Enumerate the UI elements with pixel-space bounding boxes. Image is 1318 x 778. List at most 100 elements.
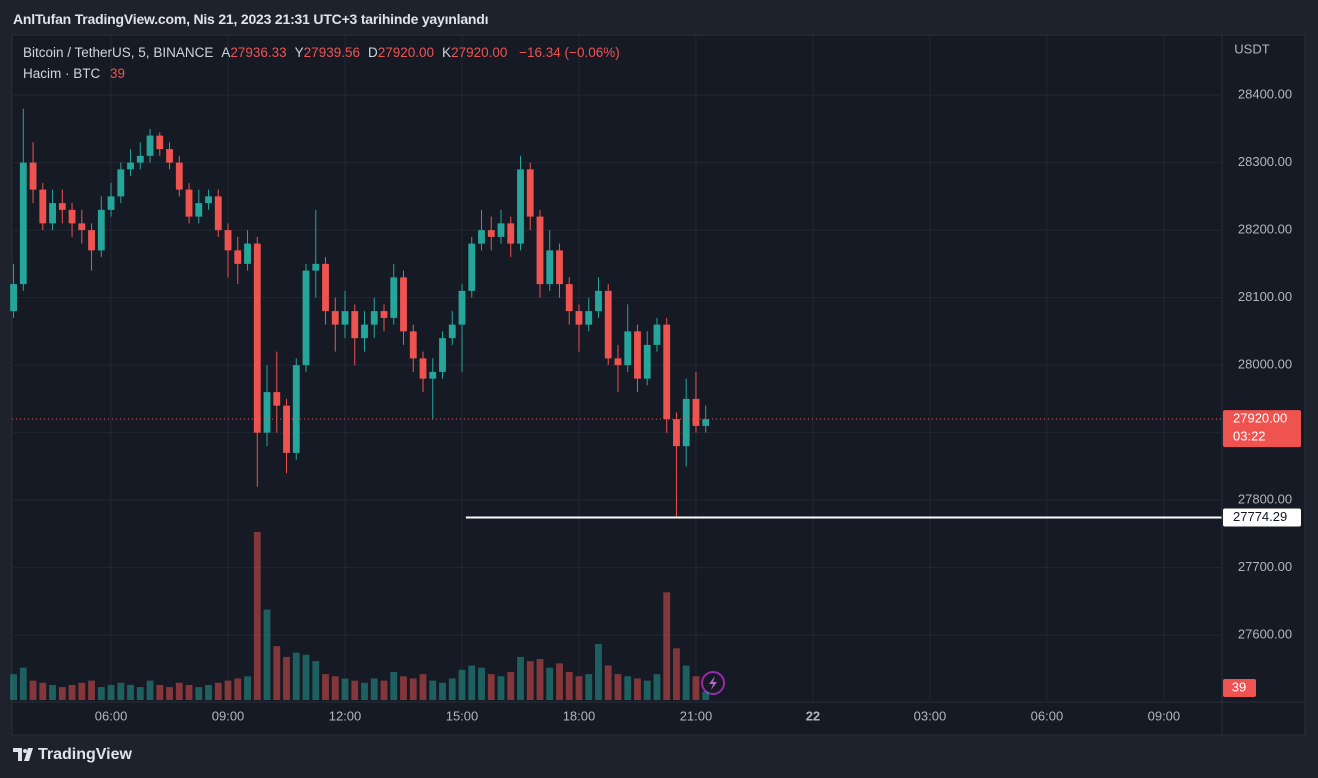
candle-body <box>448 324 456 339</box>
candle-body <box>117 169 125 197</box>
x-tick-label: 15:00 <box>446 708 479 723</box>
volume-bar <box>88 680 95 700</box>
candle-body <box>458 290 466 325</box>
candle-body <box>49 203 56 224</box>
candle-body <box>263 392 271 433</box>
volume-bar <box>283 656 290 700</box>
candle-body <box>585 311 593 325</box>
volume-bar <box>595 644 602 700</box>
brand: TradingView <box>38 746 132 763</box>
y-tick-label: 28300.00 <box>1238 154 1292 169</box>
volume-bar <box>448 678 456 700</box>
volume-bar <box>468 665 476 700</box>
candle-body <box>536 216 544 285</box>
volume-axis-label: 39 <box>1232 679 1246 694</box>
last-price-box <box>1223 410 1301 448</box>
volume-bar <box>419 674 427 700</box>
volume-bar <box>185 684 193 700</box>
candle-body <box>692 398 700 426</box>
volume-bar <box>507 672 515 700</box>
volume-bar <box>439 682 446 700</box>
volume-bar <box>400 676 407 700</box>
candle-body <box>604 290 612 359</box>
y-tick-label: 28100.00 <box>1238 289 1292 304</box>
volume-bar <box>497 676 505 700</box>
x-tick-label: 09:00 <box>212 708 245 723</box>
volume-bar <box>78 682 86 700</box>
volume-bar <box>634 678 641 700</box>
volume-bar <box>224 680 232 700</box>
candle-body <box>88 230 95 251</box>
candle-body <box>244 243 251 264</box>
volume-bar <box>682 665 690 700</box>
publish-info: AnlTufan TradingView.com, Nis 21, 2023 2… <box>13 11 489 27</box>
candle-body <box>370 311 378 325</box>
candle-body <box>136 155 144 163</box>
candle-body <box>19 162 27 285</box>
candle-body <box>634 331 641 379</box>
volume-bar <box>146 680 154 700</box>
candle-body <box>507 223 515 244</box>
x-tick-label: 06:00 <box>1031 708 1064 723</box>
volume-bar <box>478 667 485 700</box>
volume-bar <box>624 676 632 700</box>
volume-bar <box>107 684 115 700</box>
candle-body <box>253 243 261 433</box>
candle-body <box>546 250 554 285</box>
candle-body <box>234 250 242 264</box>
volume-bar <box>536 659 544 700</box>
y-tick-label: 28400.00 <box>1238 87 1292 102</box>
lightning-icon[interactable] <box>701 671 725 695</box>
volume-bar <box>341 678 349 700</box>
volume-bar <box>585 674 593 700</box>
candle-body <box>341 311 349 325</box>
candle-body <box>682 398 690 447</box>
y-tick-label: 27600.00 <box>1238 627 1292 642</box>
candle-body <box>517 169 524 244</box>
volume-bar <box>175 682 183 700</box>
candle-body <box>127 162 134 170</box>
volume-bar <box>653 674 661 700</box>
change: −16.34 (−0.06%) <box>519 45 620 60</box>
x-tick-label: 03:00 <box>914 708 947 723</box>
x-tick-label: 09:00 <box>1148 708 1181 723</box>
volume-bar <box>117 682 125 700</box>
y-tick-label: 28200.00 <box>1238 222 1292 237</box>
candle-body <box>409 331 417 359</box>
volume-bar <box>195 687 203 700</box>
volume-bar <box>253 532 261 700</box>
volume-bar <box>322 674 329 700</box>
volume-bar <box>136 687 144 700</box>
volume-bar <box>10 674 17 700</box>
ohlc-key: Y <box>294 45 304 60</box>
candle-body <box>351 311 359 339</box>
symbol-legend: Bitcoin / TetherUS, 5, BINANCE A27936.33 Y… <box>23 45 620 60</box>
candle-body <box>673 419 680 447</box>
volume-bar <box>273 646 281 700</box>
volume-bar <box>614 674 622 700</box>
candle-body <box>468 243 476 291</box>
candle-body <box>556 250 563 285</box>
volume-legend: Hacim · BTC 39 <box>23 66 125 81</box>
candle-body <box>565 284 573 312</box>
candle-body <box>302 270 310 366</box>
volume-bar <box>546 667 554 700</box>
y-tick-label: 27800.00 <box>1238 492 1292 507</box>
candle-body <box>361 324 368 339</box>
volume-bar <box>19 667 27 700</box>
y-tick-label: 27700.00 <box>1238 559 1292 574</box>
candle-body <box>39 189 47 224</box>
countdown-label: 03:22 <box>1233 429 1266 444</box>
candle-body <box>166 149 173 163</box>
volume-bar <box>370 678 378 700</box>
candle-body <box>29 162 37 190</box>
volume-bar <box>692 676 700 700</box>
hline-label: 27774.29 <box>1233 509 1287 524</box>
volume-label-box <box>1223 679 1256 697</box>
candle-body <box>175 162 183 190</box>
ohlc-key: K <box>442 45 452 60</box>
volume-bar <box>643 680 651 700</box>
candle-body <box>702 419 710 426</box>
candle-body <box>575 311 583 325</box>
